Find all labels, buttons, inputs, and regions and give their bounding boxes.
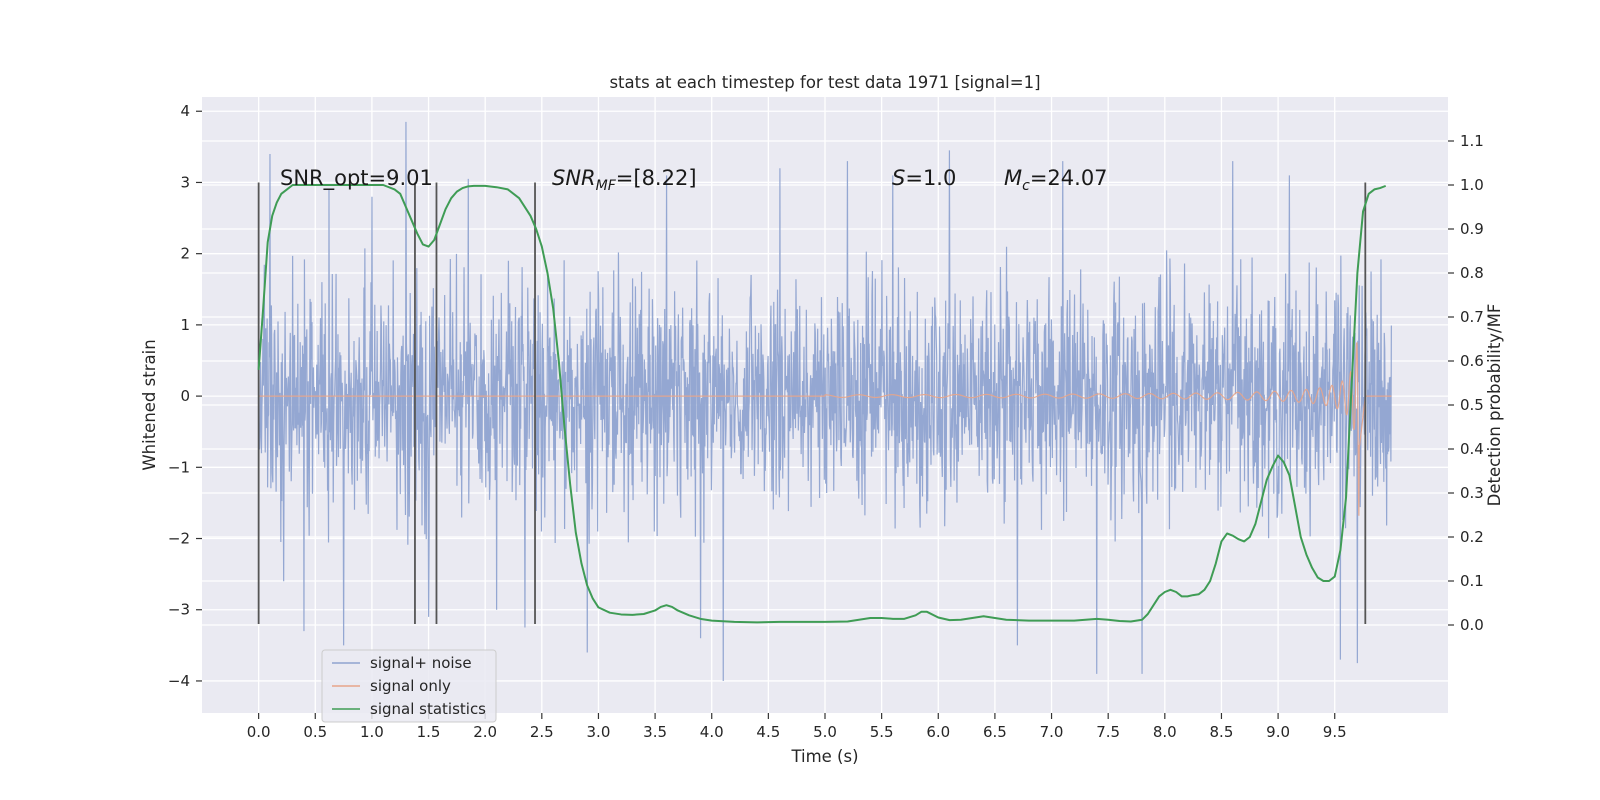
annotation-snr-mf: SNRMF=[8.22] — [552, 166, 697, 194]
signal-statistics-line — [257, 184, 1387, 624]
chart-title: stats at each timestep for test data 197… — [609, 73, 1040, 92]
annotation-snr-mf-value: =[8.22] — [616, 166, 697, 190]
signal-only-line — [258, 342, 1392, 516]
annotation-mc-sub: c — [1022, 178, 1030, 194]
y-tick-label: −1 — [168, 458, 190, 476]
y-tick-label: 3 — [180, 173, 190, 191]
annotation-snr-mf-sub: MF — [596, 178, 617, 194]
right-tick-label: 0.1 — [1460, 572, 1484, 590]
x-tick-label: 7.0 — [1040, 723, 1064, 741]
annotation-mc-main: M — [1004, 166, 1022, 190]
annotation-mc-value: =24.07 — [1030, 166, 1108, 190]
vertical-markers — [257, 182, 1367, 624]
x-tick-label: 6.5 — [983, 723, 1007, 741]
x-tick-label: 9.0 — [1266, 723, 1290, 741]
right-tick-label: 0.9 — [1460, 220, 1484, 238]
signal-noise-line — [258, 121, 1392, 681]
legend-box — [321, 649, 497, 723]
y-axis-ticks: 4 3 2 1 0 −1 −2 −3 −4 — [168, 102, 202, 690]
y-tick-label: 0 — [180, 387, 190, 405]
right-tick-label: 0.3 — [1460, 484, 1484, 502]
right-tick-label: 1.1 — [1460, 132, 1484, 150]
right-tick-label: 0.4 — [1460, 440, 1484, 458]
right-tick-label: 0.6 — [1460, 352, 1484, 370]
x-tick-label: 6.0 — [926, 723, 950, 741]
x-tick-label: 8.5 — [1210, 723, 1234, 741]
right-tick-label: 0.5 — [1460, 396, 1484, 414]
x-axis-ticks: 0.0 0.5 1.0 1.5 2.0 2.5 3.0 3.5 4.0 4.5 5.0 5.5 6.0 6… — [247, 713, 1347, 741]
annotation-snr-opt: SNR_opt=9.01 — [280, 166, 433, 191]
x-tick-label: 0.0 — [247, 723, 271, 741]
x-tick-label: 0.5 — [303, 723, 327, 741]
x-tick-label: 7.5 — [1096, 723, 1120, 741]
x-tick-label: 5.0 — [813, 723, 837, 741]
x-tick-label: 3.5 — [643, 723, 667, 741]
annotation-s: S=1.0 — [892, 166, 956, 190]
x-tick-label: 1.5 — [417, 723, 441, 741]
series-signal-statistics — [257, 184, 1387, 624]
annotation-s-main: S — [892, 166, 905, 190]
y-tick-label: −2 — [168, 530, 190, 548]
x-tick-label: 5.5 — [870, 723, 894, 741]
right-axis-ticks: 1.1 1.0 0.9 0.8 0.7 0.6 0.5 0.4 0.3 0.2 0.1 0.0 — [1448, 132, 1484, 634]
x-tick-label: 2.5 — [530, 723, 554, 741]
legend: signal+ noise signal only signal statist… — [321, 649, 497, 723]
x-tick-label: 4.0 — [700, 723, 724, 741]
y-axis-label: Whitened strain — [140, 339, 159, 470]
right-axis-label: Detection probability/MF — [1485, 304, 1504, 507]
legend-label-signal-only: signal only — [370, 677, 451, 695]
x-tick-label: 8.0 — [1153, 723, 1177, 741]
x-axis-label: Time (s) — [790, 747, 858, 766]
right-tick-label: 0.2 — [1460, 528, 1484, 546]
y-tick-label: 4 — [180, 102, 190, 120]
x-tick-label: 3.0 — [587, 723, 611, 741]
right-tick-label: 0.0 — [1460, 616, 1484, 634]
x-tick-label: 4.5 — [756, 723, 780, 741]
x-tick-label: 1.0 — [360, 723, 384, 741]
legend-label-signal-noise: signal+ noise — [370, 654, 472, 672]
annotation-s-value: =1.0 — [905, 166, 956, 190]
y-tick-label: 2 — [180, 245, 190, 263]
series-signal-only — [258, 342, 1392, 516]
right-tick-label: 0.7 — [1460, 308, 1484, 326]
x-tick-label: 2.0 — [473, 723, 497, 741]
series-signal-noise — [258, 121, 1392, 681]
annotation-mc: Mc=24.07 — [1004, 166, 1108, 194]
y-tick-label: 1 — [180, 316, 190, 334]
annotations: SNR_opt=9.01 SNRMF=[8.22] S=1.0 Mc=24.07 — [280, 166, 1108, 194]
y-tick-label: −4 — [168, 672, 190, 690]
x-tick-label: 9.5 — [1323, 723, 1347, 741]
y-tick-label: −3 — [168, 601, 190, 619]
annotation-snr-mf-main: SNR — [552, 166, 596, 190]
right-tick-label: 0.8 — [1460, 264, 1484, 282]
legend-label-signal-statistics: signal statistics — [370, 700, 486, 718]
right-tick-label: 1.0 — [1460, 176, 1484, 194]
